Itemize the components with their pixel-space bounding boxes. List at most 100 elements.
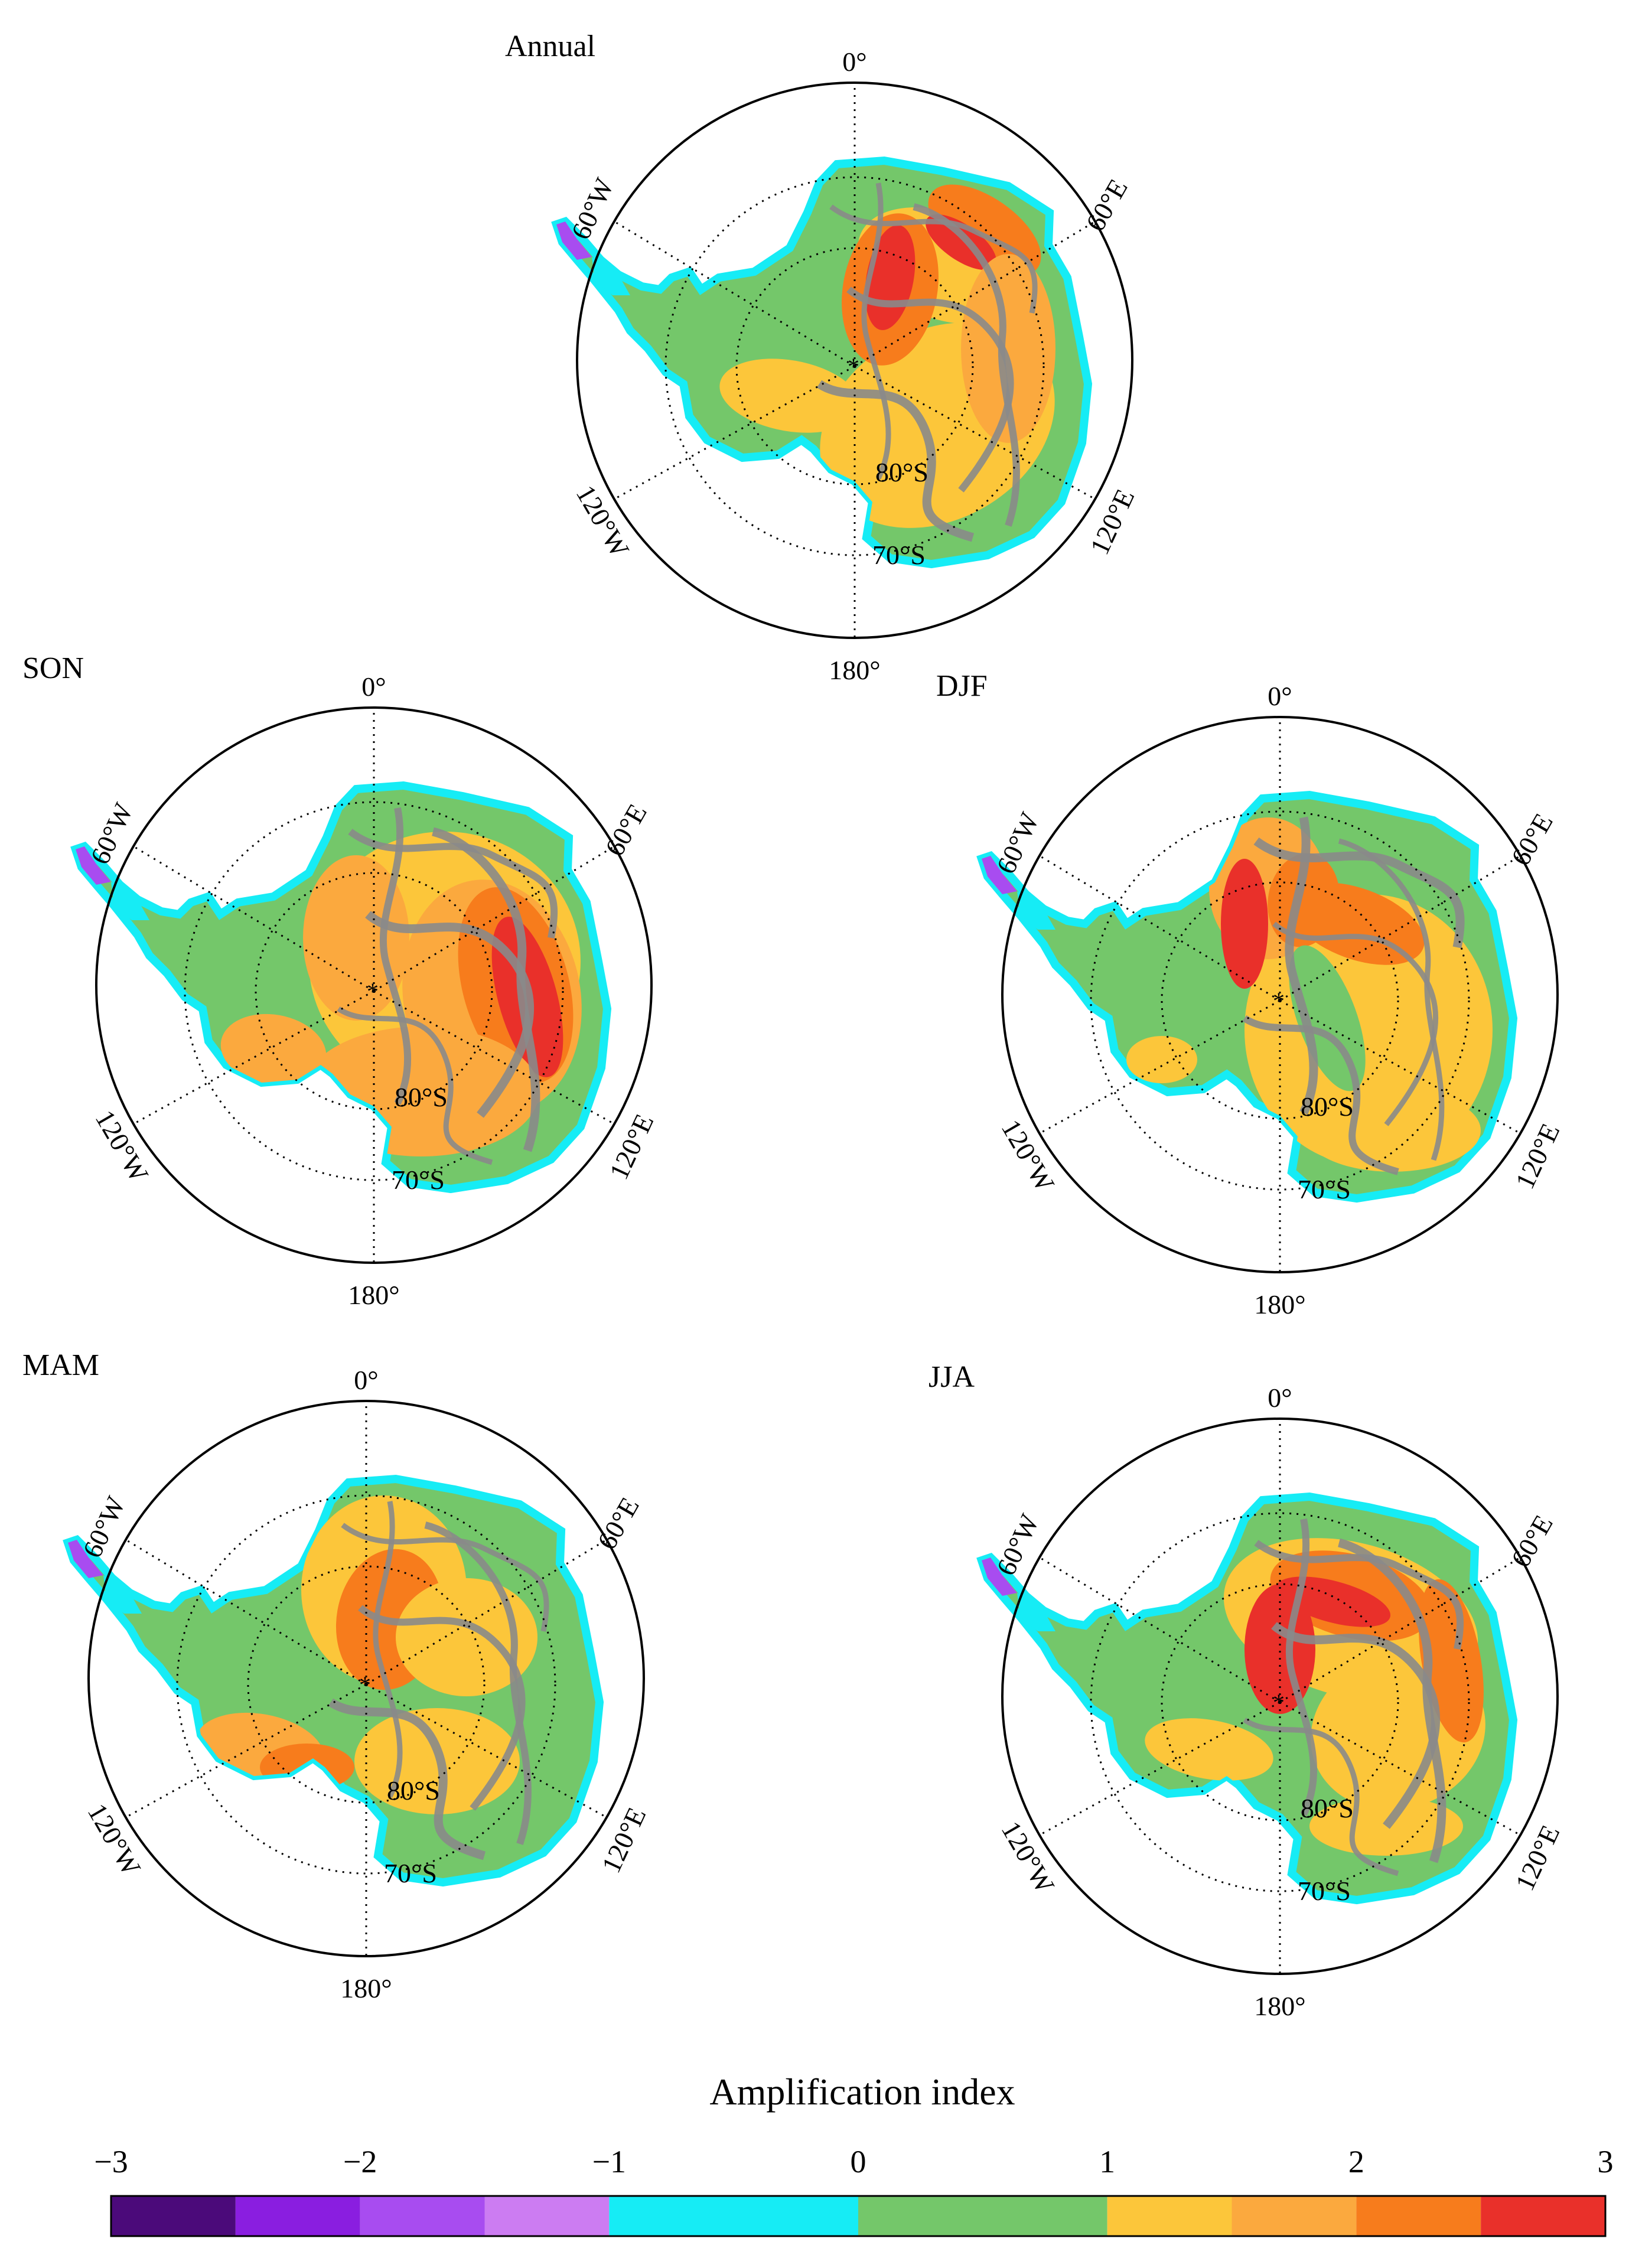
djf-label-lon_60E: 60°E xyxy=(1505,808,1558,871)
colorbar-bin-0 xyxy=(111,2196,236,2236)
jja-lat-80s-circle xyxy=(1161,1583,1399,1821)
mam-polar-map: * 0° 180° 60°E 120°E 60°W 120°W 80°S 70°S xyxy=(68,1365,651,2003)
annual-pole-marker: * xyxy=(848,353,859,380)
annual-lat-70s-circle xyxy=(664,176,1045,556)
djf-label-lon_60W: 60°W xyxy=(991,807,1045,878)
colorbar-bin-5 xyxy=(858,2196,1107,2236)
son-pole-marker: * xyxy=(367,978,379,1005)
jja-label-lon_0: 0° xyxy=(1268,1383,1292,1413)
son-land xyxy=(76,786,607,1189)
colorbar-bin-2 xyxy=(360,2196,485,2236)
panel-son: * 0° 180° 60°E 120°E 60°W 120°W 80°S 70°S xyxy=(76,672,659,1310)
panel-title-son: SON xyxy=(22,651,84,685)
mam-lat-80s-circle xyxy=(247,1565,486,1804)
mam-label-80s: 80°S xyxy=(387,1775,440,1806)
son-label-lon_60E: 60°E xyxy=(599,799,652,861)
annual-label-lon_0: 0° xyxy=(842,47,866,77)
son-label-lon_120W: 120°W xyxy=(90,1105,155,1187)
son-label-lon_60W: 60°W xyxy=(84,798,139,869)
djf-label-70s: 70°S xyxy=(1298,1174,1351,1204)
jja-label-70s: 70°S xyxy=(1298,1876,1351,1906)
djf-lat-70s-circle xyxy=(1090,810,1470,1191)
djf-polar-map: * 0° 180° 60°E 120°E 60°W 120°W 80°S 70°S xyxy=(982,681,1565,1319)
annual-lat-80s-circle xyxy=(735,247,974,485)
son-label-lon_180: 180° xyxy=(348,1280,399,1310)
djf-label-80s: 80°S xyxy=(1301,1091,1354,1122)
colorbar-bin-7 xyxy=(1232,2196,1357,2236)
djf-label-lon_180: 180° xyxy=(1254,1289,1305,1319)
colorbar-bin-1 xyxy=(235,2196,360,2236)
colorbar-tick-label: −2 xyxy=(343,2144,377,2179)
djf-label-lon_120W: 120°W xyxy=(996,1115,1061,1197)
colorbar-bin-3 xyxy=(484,2196,610,2236)
mam-label-lon_60E: 60°E xyxy=(591,1492,644,1555)
mam-pole-marker: * xyxy=(359,1671,371,1698)
son-label-lon_120E: 120°E xyxy=(603,1109,659,1184)
djf-boundary-circle xyxy=(1001,716,1559,1273)
annual-label-lon_60E: 60°E xyxy=(1080,174,1133,236)
colorbar-title: Amplification index xyxy=(709,2071,1015,2113)
jja-boundary-circle xyxy=(1001,1418,1559,1975)
colorbar-bin-8 xyxy=(1356,2196,1481,2236)
mam-label-70s: 70°S xyxy=(384,1858,437,1888)
annual-label-lon_120W: 120°W xyxy=(571,480,636,562)
panel-title-jja: JJA xyxy=(928,1360,975,1394)
panel-title-annual: Annual xyxy=(505,30,595,63)
son-label-80s: 80°S xyxy=(395,1082,448,1112)
mam-label-lon_120E: 120°E xyxy=(595,1803,651,1877)
son-lat-70s-circle xyxy=(184,801,564,1181)
panel-mam: * 0° 180° 60°E 120°E 60°W 120°W 80°S 70°S xyxy=(68,1365,651,2003)
mam-label-lon_180: 180° xyxy=(340,1973,392,2003)
jja-pole-marker: * xyxy=(1273,1689,1285,1716)
son-boundary-circle xyxy=(95,706,653,1264)
mam-lat-70s-circle xyxy=(176,1494,556,1875)
mam-label-lon_60W: 60°W xyxy=(77,1491,131,1562)
son-polar-map: * 0° 180° 60°E 120°E 60°W 120°W 80°S 70°S xyxy=(76,672,659,1310)
annual-label-70s: 70°S xyxy=(872,540,926,570)
colorbar-tick-label: −1 xyxy=(592,2144,626,2179)
panel-annual: * 0° 180° 60°E 120°E 60°W 120°W 80°S 70°S xyxy=(556,47,1140,685)
mam-boundary-circle xyxy=(87,1400,645,1957)
annual-label-lon_60W: 60°W xyxy=(565,173,620,244)
colorbar-bin-9 xyxy=(1481,2196,1605,2236)
annual-label-lon_120E: 120°E xyxy=(1084,484,1140,559)
annual-polar-map: * 0° 180° 60°E 120°E 60°W 120°W 80°S 70°S xyxy=(556,47,1140,685)
annual-land xyxy=(556,161,1092,569)
colorbar-frame xyxy=(110,2195,1607,2237)
annual-label-80s: 80°S xyxy=(875,457,928,487)
colorbar-tick-label: 2 xyxy=(1348,2144,1364,2179)
colorbar-bin-4 xyxy=(609,2196,858,2236)
panel-djf: * 0° 180° 60°E 120°E 60°W 120°W 80°S 70°S xyxy=(982,681,1565,1319)
jja-label-lon_60E: 60°E xyxy=(1505,1510,1558,1572)
annual-boundary-circle xyxy=(576,82,1133,639)
jja-label-80s: 80°S xyxy=(1301,1793,1354,1823)
djf-land xyxy=(982,795,1513,1198)
djf-pole-marker: * xyxy=(1273,988,1285,1014)
colorbar-tick-label: 0 xyxy=(851,2144,866,2179)
jja-polar-map: * 0° 180° 60°E 120°E 60°W 120°W 80°S 70°S xyxy=(982,1383,1565,2021)
colorbar-tick-label: −3 xyxy=(94,2144,128,2179)
mam-label-lon_0: 0° xyxy=(354,1365,378,1395)
colorbar-tick-label: 3 xyxy=(1598,2144,1614,2179)
son-label-70s: 70°S xyxy=(392,1165,445,1195)
panel-title-mam: MAM xyxy=(22,1348,99,1382)
annual-label-lon_180: 180° xyxy=(829,655,880,685)
jja-label-lon_180: 180° xyxy=(1254,1991,1305,2021)
panel-jja: * 0° 180° 60°E 120°E 60°W 120°W 80°S 70°S xyxy=(982,1383,1565,2021)
colorbar: −3 −2 −1 0 1 2 3 xyxy=(94,2144,1614,2237)
jja-label-lon_120W: 120°W xyxy=(996,1816,1061,1898)
djf-label-lon_0: 0° xyxy=(1268,681,1292,711)
mam-label-lon_120W: 120°W xyxy=(82,1798,147,1881)
jja-label-lon_120E: 120°E xyxy=(1509,1820,1565,1895)
djf-label-lon_120E: 120°E xyxy=(1509,1119,1565,1193)
panel-title-djf: DJF xyxy=(936,669,988,703)
colorbar-tick-label: 1 xyxy=(1099,2144,1115,2179)
jja-land xyxy=(982,1497,1513,1900)
mam-land xyxy=(68,1479,600,1882)
djf-lat-80s-circle xyxy=(1161,881,1399,1120)
son-lat-80s-circle xyxy=(255,872,493,1110)
jja-lat-70s-circle xyxy=(1090,1512,1470,1892)
son-label-lon_0: 0° xyxy=(361,672,386,702)
colorbar-bin-6 xyxy=(1107,2196,1232,2236)
